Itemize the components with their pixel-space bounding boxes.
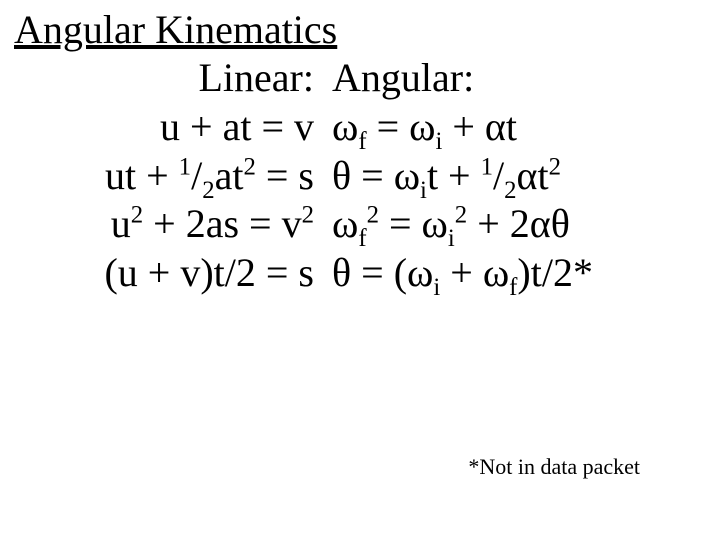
page-title: Angular Kinematics [14, 8, 706, 52]
eq-linear-3: u2 + 2as = v2 [14, 200, 314, 249]
eq-angular-3: ωf2 = ωi2 + 2αθ [332, 200, 712, 249]
eq-angular-2: θ = ωit + 1/2αt2 [332, 152, 712, 201]
slide: Angular Kinematics Linear: Angular: u + … [0, 0, 720, 540]
eq-linear-2: ut + 1/2at2 = s [14, 152, 314, 201]
header-linear: Linear: [14, 54, 314, 103]
eq-linear-4: (u + v)t/2 = s [14, 249, 314, 298]
footnote: *Not in data packet [468, 454, 640, 480]
eq-angular-1: ωf = ωi + αt [332, 103, 712, 152]
eq-linear-1: u + at = v [14, 103, 314, 152]
eq-angular-4: θ = (ωi + ωf)t/2* [332, 249, 712, 298]
header-angular: Angular: [332, 54, 712, 103]
equation-grid: Linear: Angular: u + at = v ωf = ωi + αt… [14, 54, 706, 298]
